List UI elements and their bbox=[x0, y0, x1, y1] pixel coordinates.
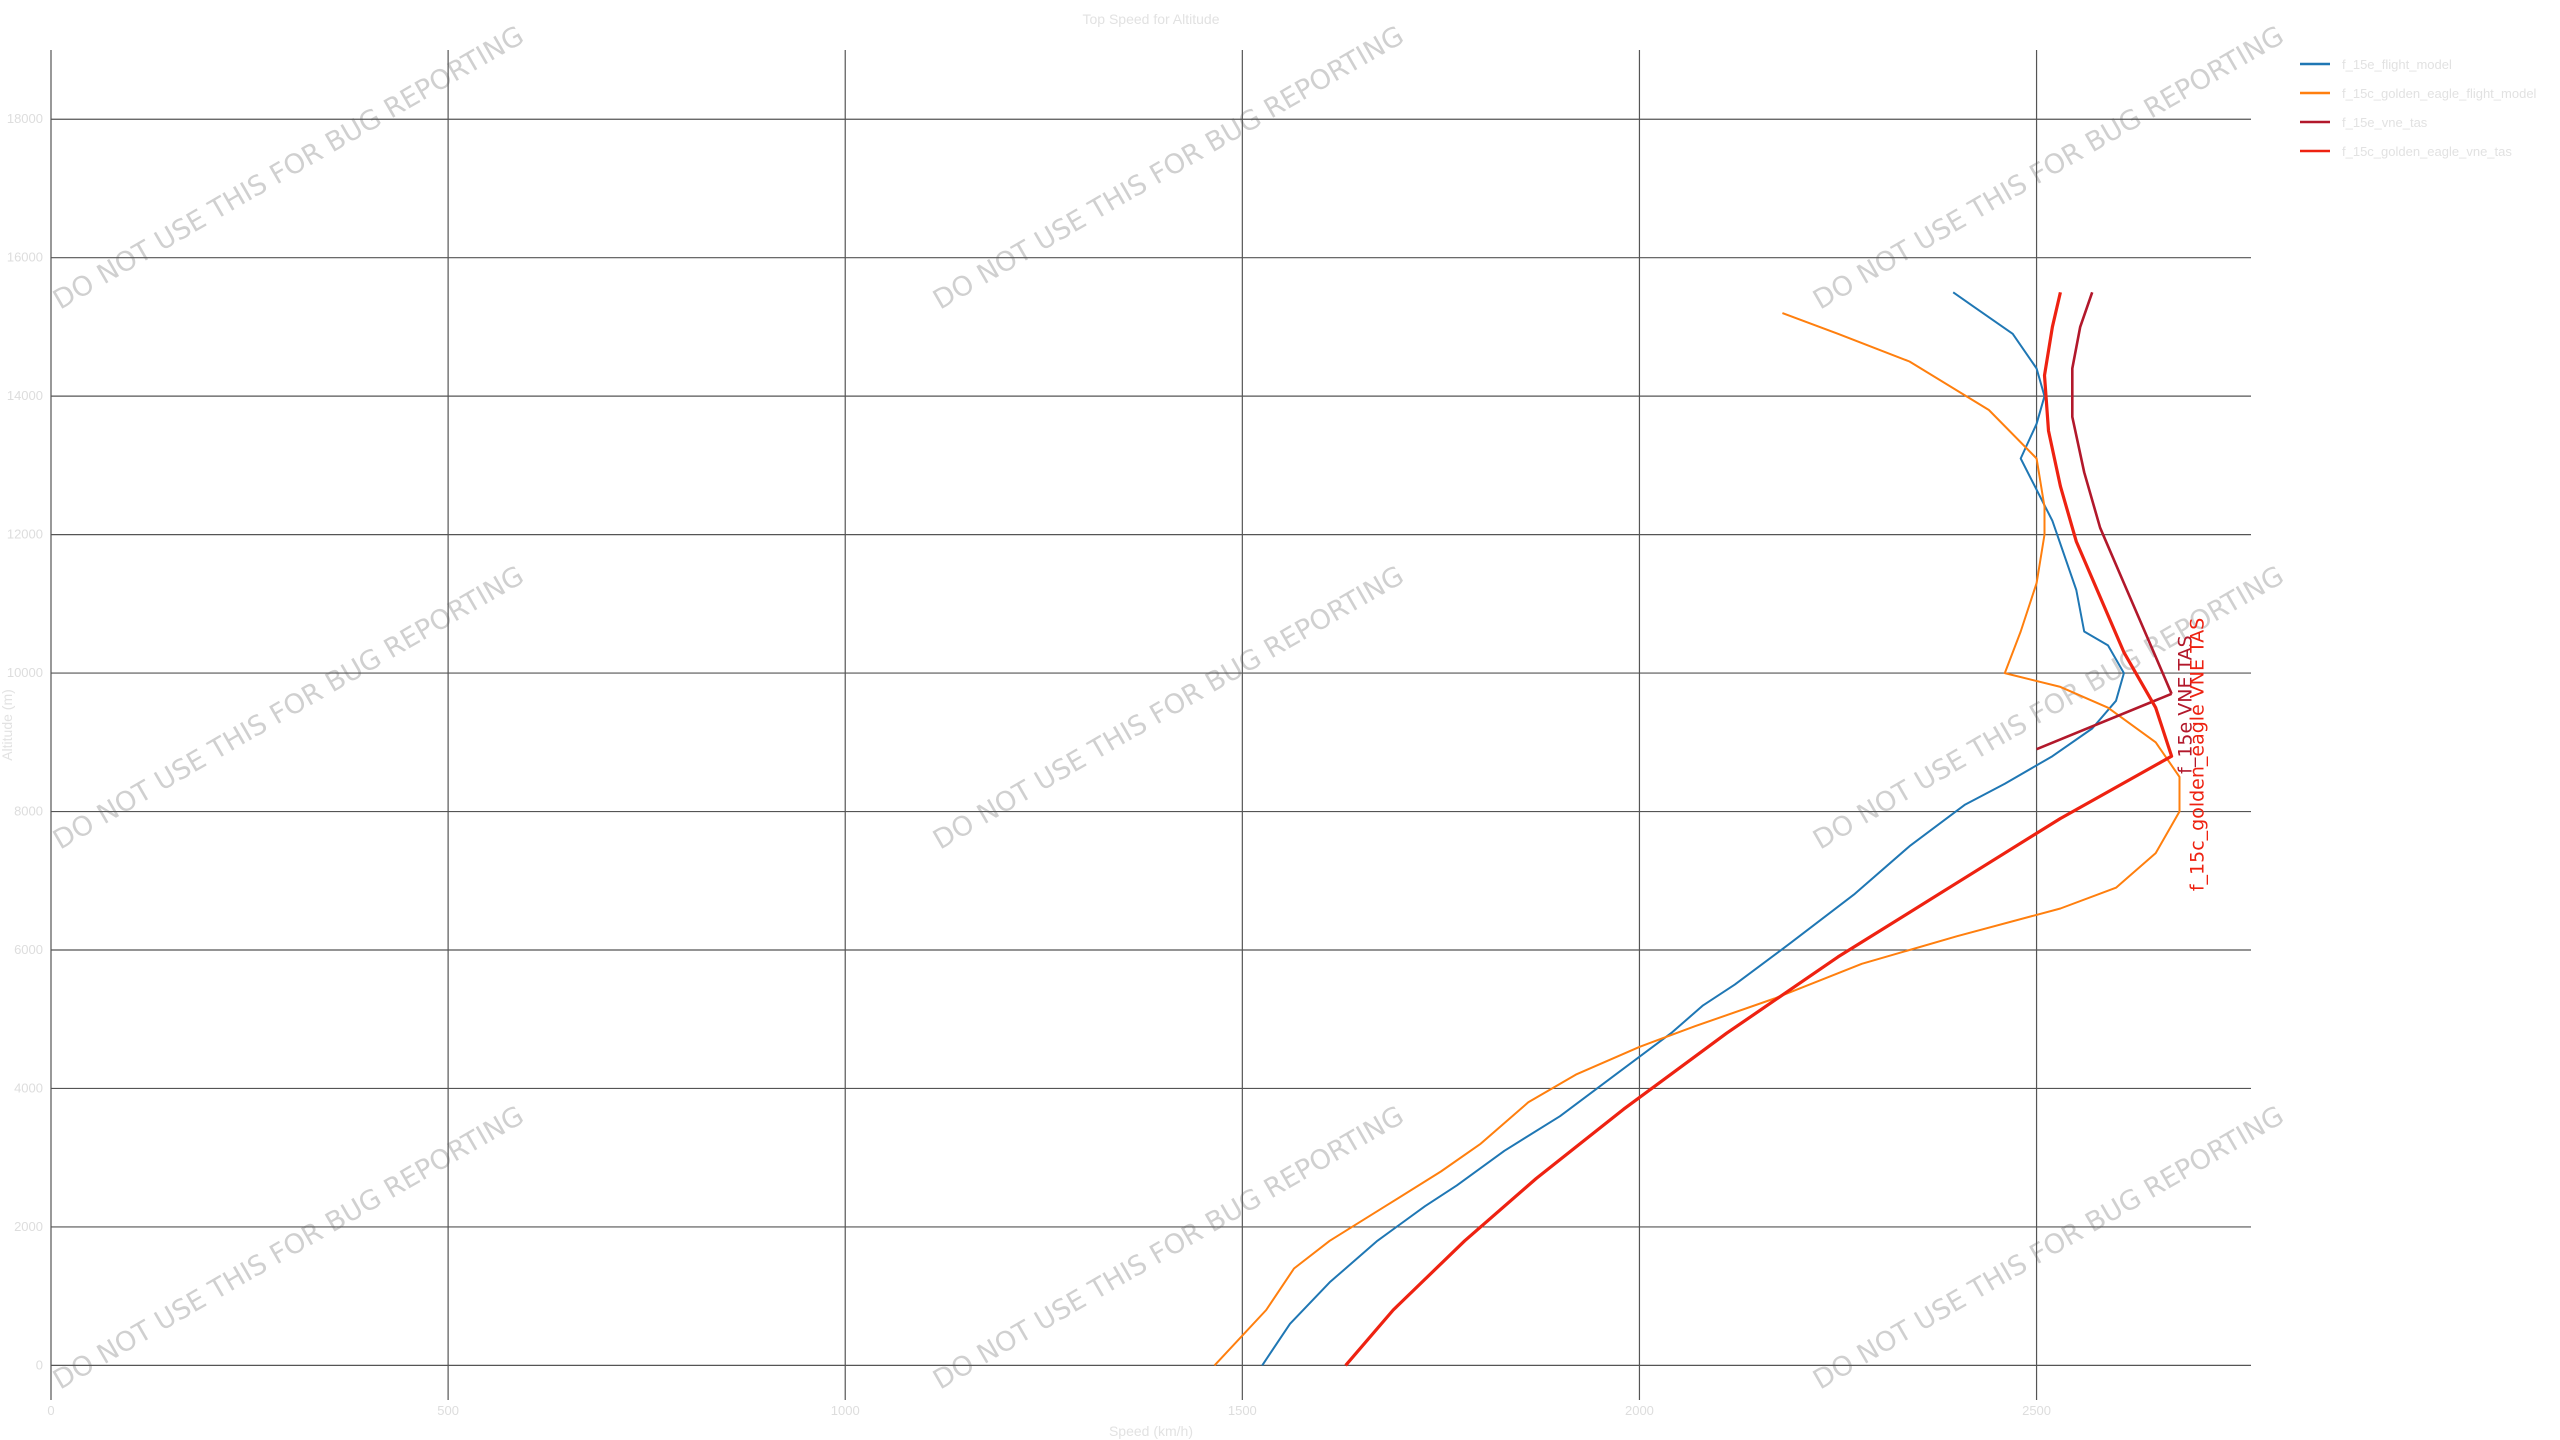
x-tick-label: 1000 bbox=[831, 1403, 860, 1418]
y-axis-label: Altitude (m) bbox=[0, 689, 15, 761]
legend-label: f_15e_flight_model bbox=[2342, 57, 2452, 72]
y-tick-label: 12000 bbox=[7, 527, 43, 542]
legend-label: f_15e_vne_tas bbox=[2342, 115, 2428, 130]
axes-text: 0 500 1000 1500 2000 2500 0 2000 4000 6000 8000 100… bbox=[0, 11, 2051, 1439]
y-tick-label: 2000 bbox=[14, 1219, 43, 1234]
legend-label: f_15c_golden_eagle_flight_model bbox=[2342, 86, 2537, 101]
x-tick-label: 0 bbox=[47, 1403, 54, 1418]
y-tick-label: 6000 bbox=[14, 942, 43, 957]
watermark-text: DO NOT USE THIS FOR BUG REPORTING bbox=[48, 1100, 529, 1396]
x-tick-label: 500 bbox=[437, 1403, 459, 1418]
series-line-f_15e_vne_tas bbox=[2071, 291, 2173, 695]
watermark-text: DO NOT USE THIS FOR BUG REPORTING bbox=[1808, 20, 2289, 316]
y-tick-label: 10000 bbox=[7, 665, 43, 680]
legend: f_15e_flight_model f_15c_golden_eagle_fli… bbox=[2300, 57, 2537, 159]
watermark-text: DO NOT USE THIS FOR BUG REPORTING bbox=[48, 20, 529, 316]
series-line-f_15c_golden_eagle_flight_model bbox=[1213, 312, 2181, 1367]
y-tick-label: 0 bbox=[36, 1357, 43, 1372]
chart-title: Top Speed for Altitude bbox=[1083, 11, 1220, 27]
y-tick-label: 14000 bbox=[7, 388, 43, 403]
vne-label-f15c: f_15c_golden_eagle VNE TAS bbox=[2187, 618, 2209, 891]
y-tick-label: 16000 bbox=[7, 250, 43, 265]
watermark-text: DO NOT USE THIS FOR BUG REPORTING bbox=[1808, 1100, 2289, 1396]
y-tick-label: 4000 bbox=[14, 1080, 43, 1095]
watermark-text: DO NOT USE THIS FOR BUG REPORTING bbox=[928, 20, 1409, 316]
series-line-f_15e_flight_model bbox=[1261, 291, 2125, 1366]
legend-label: f_15c_golden_eagle_vne_tas bbox=[2342, 144, 2512, 159]
x-tick-label: 2500 bbox=[2022, 1403, 2051, 1418]
y-tick-label: 18000 bbox=[7, 111, 43, 126]
series-line-f_15e_vne_tas-tail bbox=[2036, 692, 2173, 751]
watermarks: DO NOT USE THIS FOR BUG REPORTING DO NOT … bbox=[48, 20, 2289, 1396]
series-line-f_15c_golden_eagle_vne_tas bbox=[1344, 291, 2174, 1367]
x-tick-label: 1500 bbox=[1228, 1403, 1257, 1418]
watermark-text: DO NOT USE THIS FOR BUG REPORTING bbox=[928, 1100, 1409, 1396]
grid bbox=[50, 50, 2251, 1400]
y-tick-label: 8000 bbox=[14, 804, 43, 819]
x-axis-label: Speed (km/h) bbox=[1109, 1423, 1193, 1439]
vne-label-f15e: f_15e VNE TAS bbox=[2175, 635, 2197, 774]
x-tick-label: 2000 bbox=[1625, 1403, 1654, 1418]
